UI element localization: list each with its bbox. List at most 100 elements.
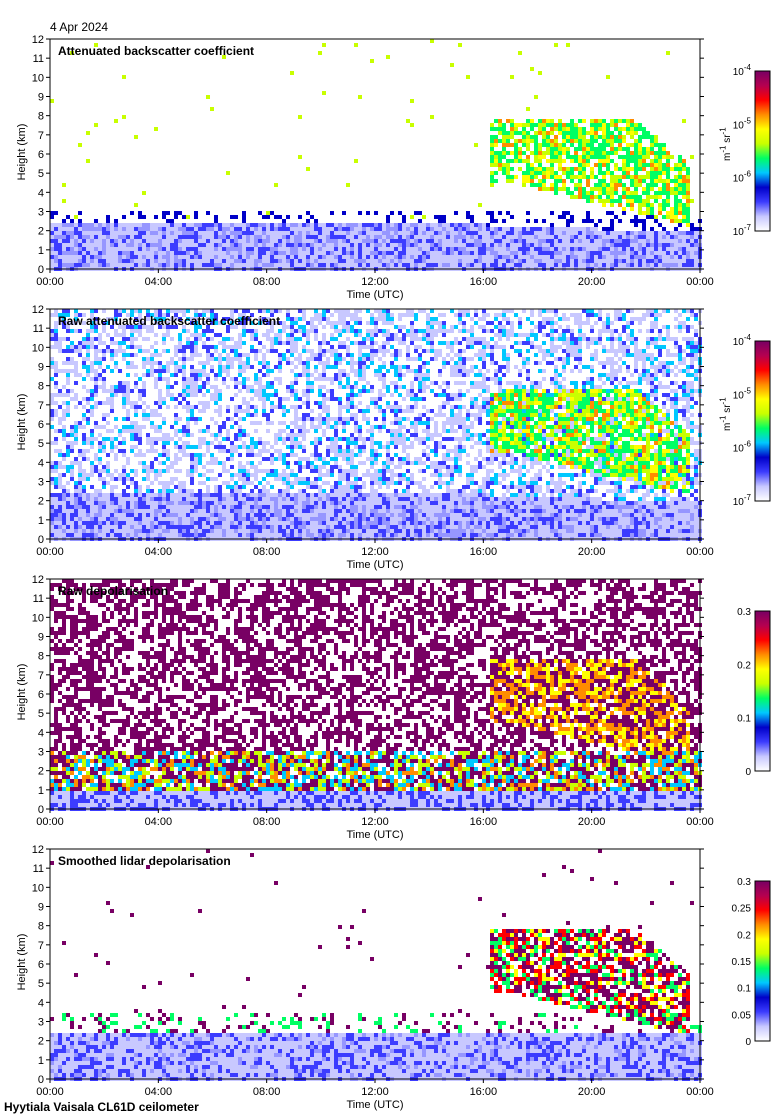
colorbar-tick-label: 10-5 [733, 116, 752, 131]
y-tick-label: 2 [38, 766, 44, 778]
x-tick-label: 00:00 [686, 1086, 714, 1098]
y-tick-label: 10 [32, 882, 44, 894]
y-tick-label: 5 [38, 978, 44, 990]
chart-title: Raw depolarisation [58, 584, 168, 598]
x-tick-label: 00:00 [36, 276, 64, 288]
y-tick-label: 5 [38, 168, 44, 180]
colorbar-tick-label: 0.2 [737, 660, 751, 671]
instrument-label: Hyytiala Vaisala CL61D ceilometer [4, 1100, 199, 1114]
y-tick-label: 1 [38, 515, 44, 527]
x-axis-title: Time (UTC) [346, 1099, 404, 1111]
y-tick-label: 11 [33, 53, 44, 65]
x-tick-label: 20:00 [578, 1086, 606, 1098]
x-tick-label: 16:00 [470, 276, 498, 288]
colorbar-tick-label: 0.1 [737, 714, 751, 725]
y-tick-label: 4 [38, 457, 44, 469]
colorbar-tick-label: 0.25 [732, 904, 752, 915]
x-tick-label: 16:00 [470, 546, 498, 558]
x-tick-label: 04:00 [145, 816, 173, 828]
y-tick-label: 7 [38, 670, 44, 682]
chart-panel-3: 0 1 2 3 4 5 6 7 8 9 10 11 12 00:00 04:00 08:00 12:00 16:0… [0, 575, 780, 845]
heatmap-field [50, 39, 702, 271]
chart-panel-2: 0 1 2 3 4 5 6 7 8 9 10 11 12 00:00 04:00 08:00 12:00 16:0… [0, 305, 780, 575]
y-tick-label: 9 [38, 632, 44, 644]
colorbar-tick-label: 0.1 [737, 984, 751, 995]
x-tick-label: 12:00 [361, 816, 389, 828]
colorbar-tick-label: 0 [745, 1037, 751, 1048]
x-tick-label: 00:00 [36, 1086, 64, 1098]
y-tick-label: 11 [33, 323, 44, 335]
y-tick-label: 9 [38, 92, 44, 104]
y-tick-label: 1 [38, 785, 44, 797]
x-axis-title: Time (UTC) [346, 559, 404, 571]
y-tick-label: 0 [38, 804, 44, 816]
x-axis-title: Time (UTC) [346, 829, 404, 841]
heatmap-field [50, 849, 702, 1081]
y-tick-label: 11 [33, 593, 44, 605]
y-tick-label: 7 [38, 400, 44, 412]
x-tick-label: 08:00 [253, 546, 281, 558]
colorbar: 0.3 0.25 0.2 0.15 0.1 0.05 0 [732, 877, 771, 1048]
y-tick-label: 10 [32, 72, 44, 84]
y-tick-label: 11 [33, 863, 44, 875]
y-tick-label: 1 [38, 1055, 44, 1067]
colorbar-tick-label: 10-5 [733, 386, 752, 401]
y-tick-label: 8 [38, 921, 44, 933]
colorbar: 10-4 10-5 10-6 10-7 [733, 63, 771, 238]
y-tick-label: 1 [38, 245, 44, 257]
y-axis-title: Height (km) [16, 393, 28, 451]
y-tick-label: 7 [38, 130, 44, 142]
x-tick-label: 04:00 [145, 546, 173, 558]
x-tick-label: 12:00 [361, 546, 389, 558]
y-tick-label: 0 [38, 1074, 44, 1086]
y-axis-title: Height (km) [16, 933, 28, 991]
y-tick-label: 6 [38, 149, 44, 161]
y-tick-label: 3 [38, 207, 44, 219]
y-tick-label: 3 [38, 477, 44, 489]
x-tick-label: 12:00 [361, 276, 389, 288]
y-tick-label: 3 [38, 1017, 44, 1029]
y-tick-label: 2 [38, 1036, 44, 1048]
x-tick-label: 04:00 [145, 1086, 173, 1098]
chart-panel-1: 0 1 2 3 4 5 6 7 8 9 10 11 12 00:00 04:00 08:00 12:00 16:0… [0, 35, 780, 305]
y-tick-label: 0 [38, 534, 44, 546]
y-axis-title: Height (km) [16, 663, 28, 721]
y-tick-label: 4 [38, 997, 44, 1009]
chart-title: Attenuated backscatter coefficient [58, 44, 254, 58]
x-tick-label: 08:00 [253, 816, 281, 828]
chart-title: Smoothed lidar depolarisation [58, 854, 231, 868]
colorbar: 0.3 0.2 0.1 0 [737, 607, 771, 778]
y-tick-label: 4 [38, 187, 44, 199]
y-tick-label: 12 [32, 305, 44, 316]
y-tick-label: 8 [38, 381, 44, 393]
y-tick-label: 8 [38, 651, 44, 663]
y-tick-label: 3 [38, 747, 44, 759]
date-label: 4 Apr 2024 [50, 20, 109, 34]
x-tick-label: 20:00 [578, 546, 606, 558]
x-tick-label: 00:00 [686, 546, 714, 558]
colorbar-tick-label: 0.3 [737, 877, 751, 888]
y-tick-label: 12 [32, 845, 44, 856]
y-tick-label: 9 [38, 362, 44, 374]
chart-panel-4: 0 1 2 3 4 5 6 7 8 9 10 11 12 00:00 04:00 08:00 12:00 16:0… [0, 845, 780, 1115]
colorbar-tick-label: 0.15 [732, 957, 752, 968]
colorbar-tick-label: 10-6 [733, 440, 752, 455]
y-tick-label: 10 [32, 612, 44, 624]
x-tick-label: 12:00 [361, 1086, 389, 1098]
x-tick-label: 20:00 [578, 276, 606, 288]
x-tick-label: 16:00 [470, 1086, 498, 1098]
y-tick-label: 12 [32, 575, 44, 586]
y-tick-label: 2 [38, 226, 44, 238]
y-tick-label: 5 [38, 708, 44, 720]
x-tick-label: 08:00 [253, 1086, 281, 1098]
colorbar-unit: m-1 sr-1 [718, 127, 734, 162]
y-tick-label: 6 [38, 959, 44, 971]
y-tick-label: 6 [38, 419, 44, 431]
colorbar-tick-label: 0.2 [737, 930, 751, 941]
colorbar-unit: m-1 sr-1 [718, 397, 734, 432]
colorbar-tick-label: 0 [745, 767, 751, 778]
